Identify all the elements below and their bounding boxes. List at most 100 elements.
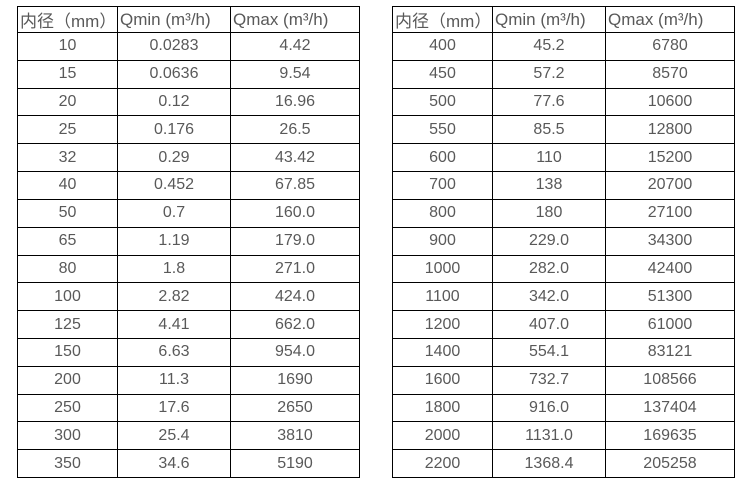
qmax-cell: 662.0 xyxy=(230,310,360,339)
diameter-cell: 25 xyxy=(17,115,118,145)
qmin-cell: 77.6 xyxy=(492,87,606,117)
table-row: 1000 282.0 42400 xyxy=(392,254,735,284)
qmax-cell: 179.0 xyxy=(230,226,360,256)
diameter-cell: 40 xyxy=(17,171,118,200)
column-header-2: Qmax (m³/h) xyxy=(230,6,360,33)
qmax-cell: 15200 xyxy=(605,143,735,173)
diameter-cell: 800 xyxy=(392,198,493,228)
qmax-cell: 1690 xyxy=(230,365,360,395)
qmin-cell: 2.82 xyxy=(117,282,231,312)
qmax-cell: 67.85 xyxy=(230,171,360,200)
table-row: 50 0.7 160.0 xyxy=(17,198,360,228)
qmin-cell: 180 xyxy=(492,198,606,228)
table-row: 150 6.63 954.0 xyxy=(17,337,360,367)
table-row: 600 110 15200 xyxy=(392,143,735,173)
qmin-cell: 282.0 xyxy=(492,254,606,284)
qmax-cell: 42400 xyxy=(605,254,735,284)
qmax-cell: 26.5 xyxy=(230,115,360,145)
qmax-cell: 954.0 xyxy=(230,337,360,367)
table-row: 65 1.19 179.0 xyxy=(17,226,360,256)
qmax-cell: 27100 xyxy=(605,198,735,228)
column-header-0: 内径（mm） xyxy=(392,6,493,33)
qmin-cell: 4.41 xyxy=(117,310,231,339)
header-row: 内径（mm） Qmin (m³/h) Qmax (m³/h) xyxy=(17,6,360,33)
qmin-cell: 110 xyxy=(492,143,606,173)
diameter-cell: 1600 xyxy=(392,365,493,395)
table-row: 200 11.3 1690 xyxy=(17,365,360,395)
qmin-cell: 11.3 xyxy=(117,365,231,395)
column-header-0: 内径（mm） xyxy=(17,6,118,33)
qmax-cell: 83121 xyxy=(605,337,735,367)
diameter-cell: 450 xyxy=(392,59,493,89)
diameter-cell: 900 xyxy=(392,226,493,256)
qmax-cell: 51300 xyxy=(605,282,735,312)
diameter-cell: 10 xyxy=(17,32,118,61)
qmin-cell: 1.8 xyxy=(117,254,231,284)
qmax-cell: 34300 xyxy=(605,226,735,256)
table-row: 350 34.6 5190 xyxy=(17,449,360,478)
table-row: 32 0.29 43.42 xyxy=(17,143,360,173)
qmin-cell: 229.0 xyxy=(492,226,606,256)
diameter-cell: 32 xyxy=(17,143,118,173)
table-row: 1200 407.0 61000 xyxy=(392,310,735,339)
column-header-1: Qmin (m³/h) xyxy=(492,6,606,33)
table-row: 2000 1131.0 169635 xyxy=(392,421,735,451)
table-row: 1800 916.0 137404 xyxy=(392,393,735,423)
qmin-cell: 0.452 xyxy=(117,171,231,200)
table-row: 15 0.0636 9.54 xyxy=(17,59,360,89)
diameter-cell: 250 xyxy=(17,393,118,423)
qmin-cell: 34.6 xyxy=(117,449,231,478)
qmax-cell: 6780 xyxy=(605,32,735,61)
table-row: 40 0.452 67.85 xyxy=(17,171,360,200)
diameter-cell: 600 xyxy=(392,143,493,173)
qmax-cell: 205258 xyxy=(605,449,735,478)
qmax-cell: 137404 xyxy=(605,393,735,423)
qmin-cell: 0.29 xyxy=(117,143,231,173)
qmax-cell: 8570 xyxy=(605,59,735,89)
qmax-cell: 169635 xyxy=(605,421,735,451)
qmin-cell: 554.1 xyxy=(492,337,606,367)
diameter-cell: 20 xyxy=(17,87,118,117)
qmax-cell: 160.0 xyxy=(230,198,360,228)
qmax-cell: 5190 xyxy=(230,449,360,478)
table-row: 800 180 27100 xyxy=(392,198,735,228)
diameter-cell: 700 xyxy=(392,171,493,200)
table-row: 20 0.12 16.96 xyxy=(17,87,360,117)
qmax-cell: 12800 xyxy=(605,115,735,145)
qmax-cell: 271.0 xyxy=(230,254,360,284)
diameter-cell: 1400 xyxy=(392,337,493,367)
qmin-cell: 732.7 xyxy=(492,365,606,395)
column-header-2: Qmax (m³/h) xyxy=(605,6,735,33)
qmin-cell: 916.0 xyxy=(492,393,606,423)
table-row: 1600 732.7 108566 xyxy=(392,365,735,395)
table-row: 500 77.6 10600 xyxy=(392,87,735,117)
qmin-cell: 0.176 xyxy=(117,115,231,145)
diameter-cell: 500 xyxy=(392,87,493,117)
diameter-cell: 350 xyxy=(17,449,118,478)
qmin-cell: 1.19 xyxy=(117,226,231,256)
header-row: 内径（mm） Qmin (m³/h) Qmax (m³/h) xyxy=(392,6,735,33)
flow-table-small-diameters: 内径（mm） Qmin (m³/h) Qmax (m³/h) 10 0.0283 4.42… xyxy=(17,6,360,478)
qmin-cell: 0.0636 xyxy=(117,59,231,89)
diameter-cell: 50 xyxy=(17,198,118,228)
qmin-cell: 0.0283 xyxy=(117,32,231,61)
qmax-cell: 2650 xyxy=(230,393,360,423)
table-row: 80 1.8 271.0 xyxy=(17,254,360,284)
diameter-cell: 15 xyxy=(17,59,118,89)
table-row: 2200 1368.4 205258 xyxy=(392,449,735,478)
table-row: 100 2.82 424.0 xyxy=(17,282,360,312)
diameter-cell: 200 xyxy=(17,365,118,395)
diameter-cell: 100 xyxy=(17,282,118,312)
qmax-cell: 3810 xyxy=(230,421,360,451)
qmax-cell: 43.42 xyxy=(230,143,360,173)
table-row: 900 229.0 34300 xyxy=(392,226,735,256)
diameter-cell: 2000 xyxy=(392,421,493,451)
diameter-cell: 80 xyxy=(17,254,118,284)
diameter-cell: 1800 xyxy=(392,393,493,423)
diameter-cell: 125 xyxy=(17,310,118,339)
table-row: 25 0.176 26.5 xyxy=(17,115,360,145)
diameter-cell: 2200 xyxy=(392,449,493,478)
qmin-cell: 407.0 xyxy=(492,310,606,339)
qmin-cell: 138 xyxy=(492,171,606,200)
